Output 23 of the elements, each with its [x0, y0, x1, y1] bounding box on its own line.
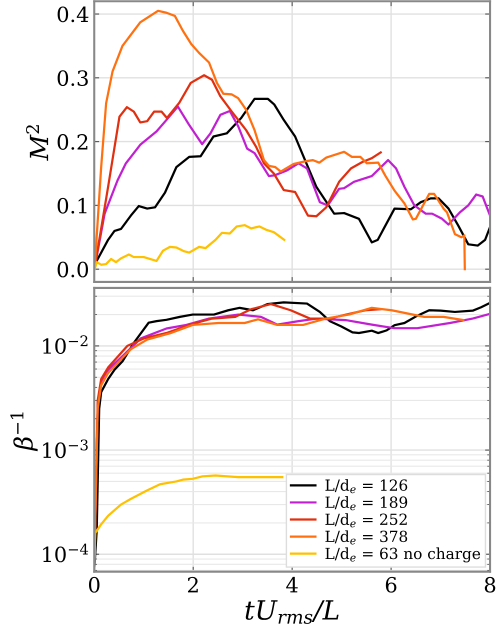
- legend-label: L/d$_{e}$ = 63 no charge: [325, 547, 480, 562]
- y-axis-title: M$^{2}$: [26, 125, 48, 161]
- legend-label: L/d$_{e}$ = 378: [325, 530, 408, 544]
- x-tick-label: 6: [386, 576, 396, 593]
- y-tick-label: 0.0: [58, 262, 88, 278]
- x-tick-label: 2: [188, 576, 198, 592]
- legend-label: L/d$_{e}$ = 189: [325, 496, 408, 510]
- line-series: [94, 10, 466, 270]
- line-series: [94, 224, 286, 270]
- x-tick-label: 8: [484, 576, 496, 593]
- y-tick-label: 10$^{−3}$: [43, 439, 88, 458]
- legend-label: L/d$_{e}$ = 252: [325, 513, 407, 528]
- y-axis-title: β$^{−1}$: [10, 412, 38, 452]
- y-tick-label: 0.4: [58, 6, 88, 22]
- legend-label: L/d$_{e}$ = 126: [325, 479, 408, 494]
- x-axis-title: tU$_{rms}$/L: [246, 600, 339, 624]
- y-tick-label: 10$^{−4}$: [43, 544, 88, 562]
- y-tick-label: 0.3: [58, 70, 88, 86]
- x-tick-label: 4: [286, 576, 298, 592]
- y-tick-label: 10$^{−2}$: [43, 335, 88, 354]
- x-tick-label: 0: [88, 576, 100, 593]
- y-tick-label: 0.2: [58, 134, 88, 150]
- y-tick-label: 0.1: [58, 198, 86, 214]
